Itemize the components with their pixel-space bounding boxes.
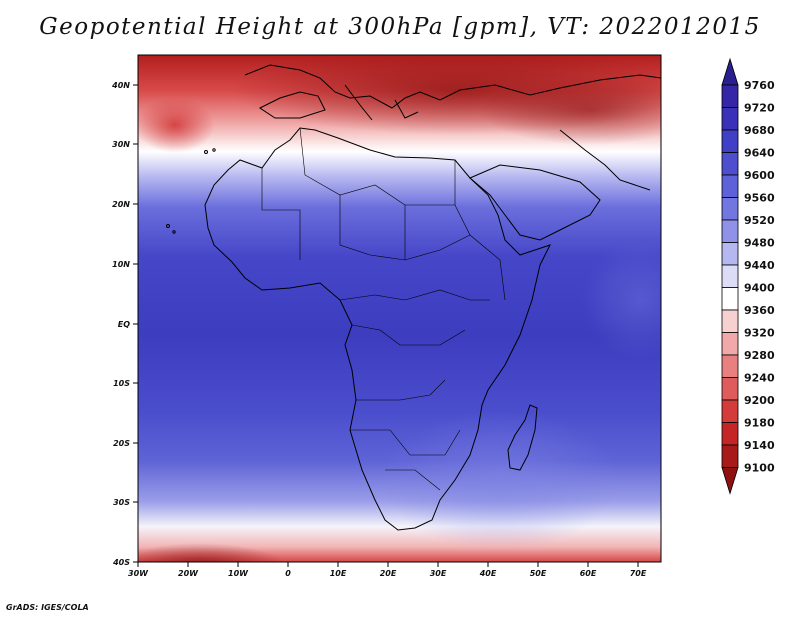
colorbar-label: 9200: [744, 394, 775, 407]
x-tick-label: 40E: [479, 569, 497, 578]
colorbar-label: 9320: [744, 327, 775, 340]
x-tick-label: 30E: [430, 569, 447, 578]
y-tick-label: 10N: [112, 260, 130, 269]
colorbar-label: 9520: [744, 214, 775, 227]
colorbar-segment: [721, 152, 739, 176]
colorbar-label: 9760: [744, 79, 775, 92]
x-tick-label: 0: [285, 569, 291, 578]
x-tick-label: 10W: [228, 569, 249, 578]
y-tick-label: 30S: [113, 498, 130, 507]
colorbar-segment: [721, 354, 739, 378]
y-tick-label: 20N: [112, 200, 130, 209]
colorbar-segment: [721, 197, 739, 221]
x-tick-label: 20E: [380, 569, 397, 578]
colorbar-label: 9480: [744, 237, 775, 250]
y-tick-label: 10S: [113, 379, 130, 388]
colorbar-label: 9400: [744, 282, 775, 295]
y-tick-label: EQ: [118, 320, 130, 329]
colorbar-label: 9600: [744, 169, 775, 182]
colorbar-segment: [721, 129, 739, 153]
colorbar-label: 9140: [744, 439, 775, 452]
colorbar-segment: [721, 422, 739, 446]
colorbar-segment: [721, 84, 739, 108]
x-axis: 30W 20W 10W 0 10E 20E 30E 40E 50E 60E 70…: [128, 562, 647, 578]
map-title: Geopotential Height at 300hPa [gpm], VT:…: [39, 14, 761, 40]
x-tick-label: 70E: [630, 569, 647, 578]
colorbar-label: 9360: [744, 304, 775, 317]
y-tick-label: 40S: [112, 558, 130, 567]
x-tick-label: 50E: [530, 569, 547, 578]
colorbar-label: 9240: [744, 372, 775, 385]
colorbar-segment: [721, 309, 739, 333]
colorbar-segment: [721, 107, 739, 131]
height-field: [138, 55, 661, 562]
x-tick-label: 10E: [330, 569, 347, 578]
y-axis: 40S 30S 20S 10S EQ 10N 20N 30N 40N: [111, 81, 138, 567]
colorbar-label: 9720: [744, 102, 775, 115]
colorbar-segment: [721, 377, 739, 401]
colorbar-label: 9180: [744, 417, 775, 430]
x-tick-label: 20W: [178, 569, 199, 578]
colorbar: 9760 9720 9680 9640 9600 9560 9520 9480 9440 9400…: [721, 57, 775, 495]
colorbar-label: 9560: [744, 192, 775, 205]
colorbar-segment: [721, 264, 739, 288]
colorbar-segment: [721, 287, 739, 311]
y-tick-label: 20S: [113, 439, 130, 448]
colorbar-label: 9440: [744, 259, 775, 272]
colorbar-label: 9100: [744, 462, 775, 475]
colorbar-segment: [721, 399, 739, 423]
colorbar-segment: [721, 332, 739, 356]
coastlines: [166, 64, 661, 531]
colorbar-arrow-bottom: [721, 467, 739, 495]
map-frame: [137, 54, 662, 563]
grads-credit: GrADS: IGES/COLA: [6, 603, 89, 612]
colorbar-segment: [721, 242, 739, 266]
x-tick-label: 60E: [580, 569, 597, 578]
y-tick-label: 30N: [112, 140, 130, 149]
colorbar-arrow-top: [721, 57, 739, 86]
colorbar-label: 9680: [744, 124, 775, 137]
x-tick-label: 30W: [128, 569, 149, 578]
colorbar-label: 9640: [744, 147, 775, 160]
colorbar-segment: [721, 174, 739, 198]
colorbar-label: 9280: [744, 349, 775, 362]
colorbar-segment: [721, 219, 739, 243]
country-borders: [261, 127, 506, 491]
y-tick-label: 40N: [111, 81, 130, 90]
colorbar-segment: [721, 444, 739, 468]
